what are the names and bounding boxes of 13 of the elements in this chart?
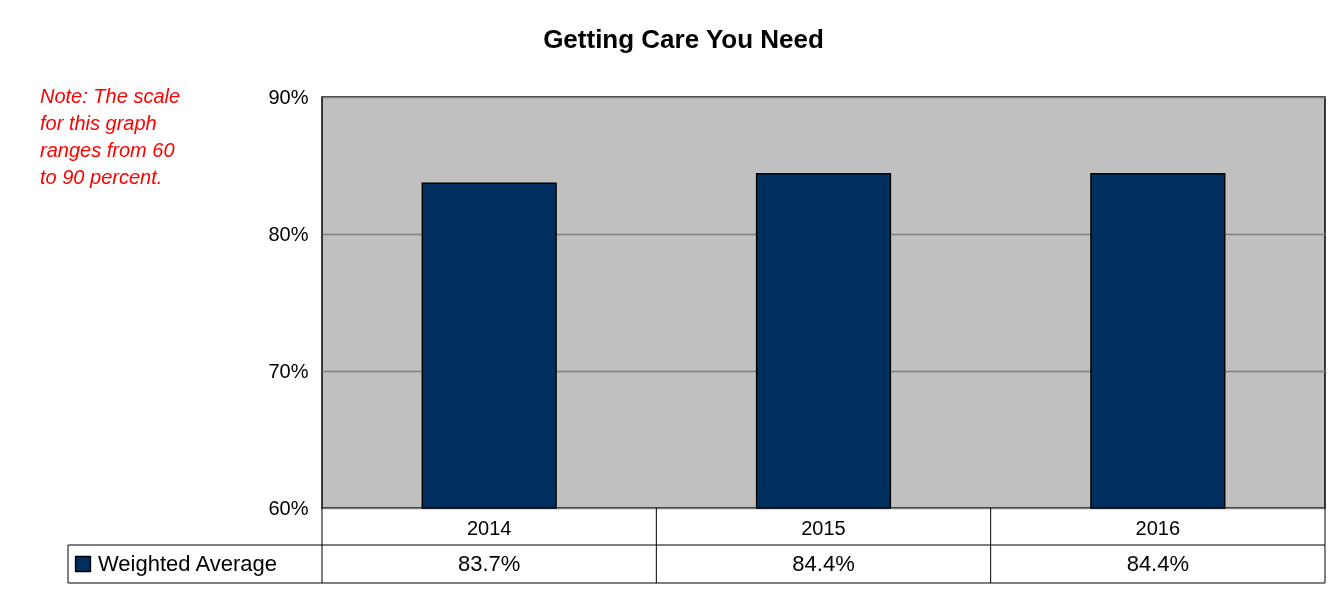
y-tick-label: 80% [268, 222, 309, 245]
text: 84.4% [1126, 551, 1190, 576]
x-tick-label: 2014 [466, 516, 512, 539]
y-tick-label: 90% [268, 85, 309, 108]
y-tick-label: 70% [268, 359, 309, 382]
legend-label: Weighted Average [98, 551, 277, 576]
text: 84.4% [792, 551, 855, 576]
x-tick-label: 2016 [1135, 516, 1181, 539]
text: Note: The scale for this graph ranges from 60 to 90 percent. [40, 85, 181, 188]
chart-title: Getting Care You Need [543, 24, 824, 54]
x-tick-label: 2015 [801, 516, 846, 539]
y-tick-label: 60% [268, 496, 309, 519]
text: 83.7% [457, 551, 521, 576]
